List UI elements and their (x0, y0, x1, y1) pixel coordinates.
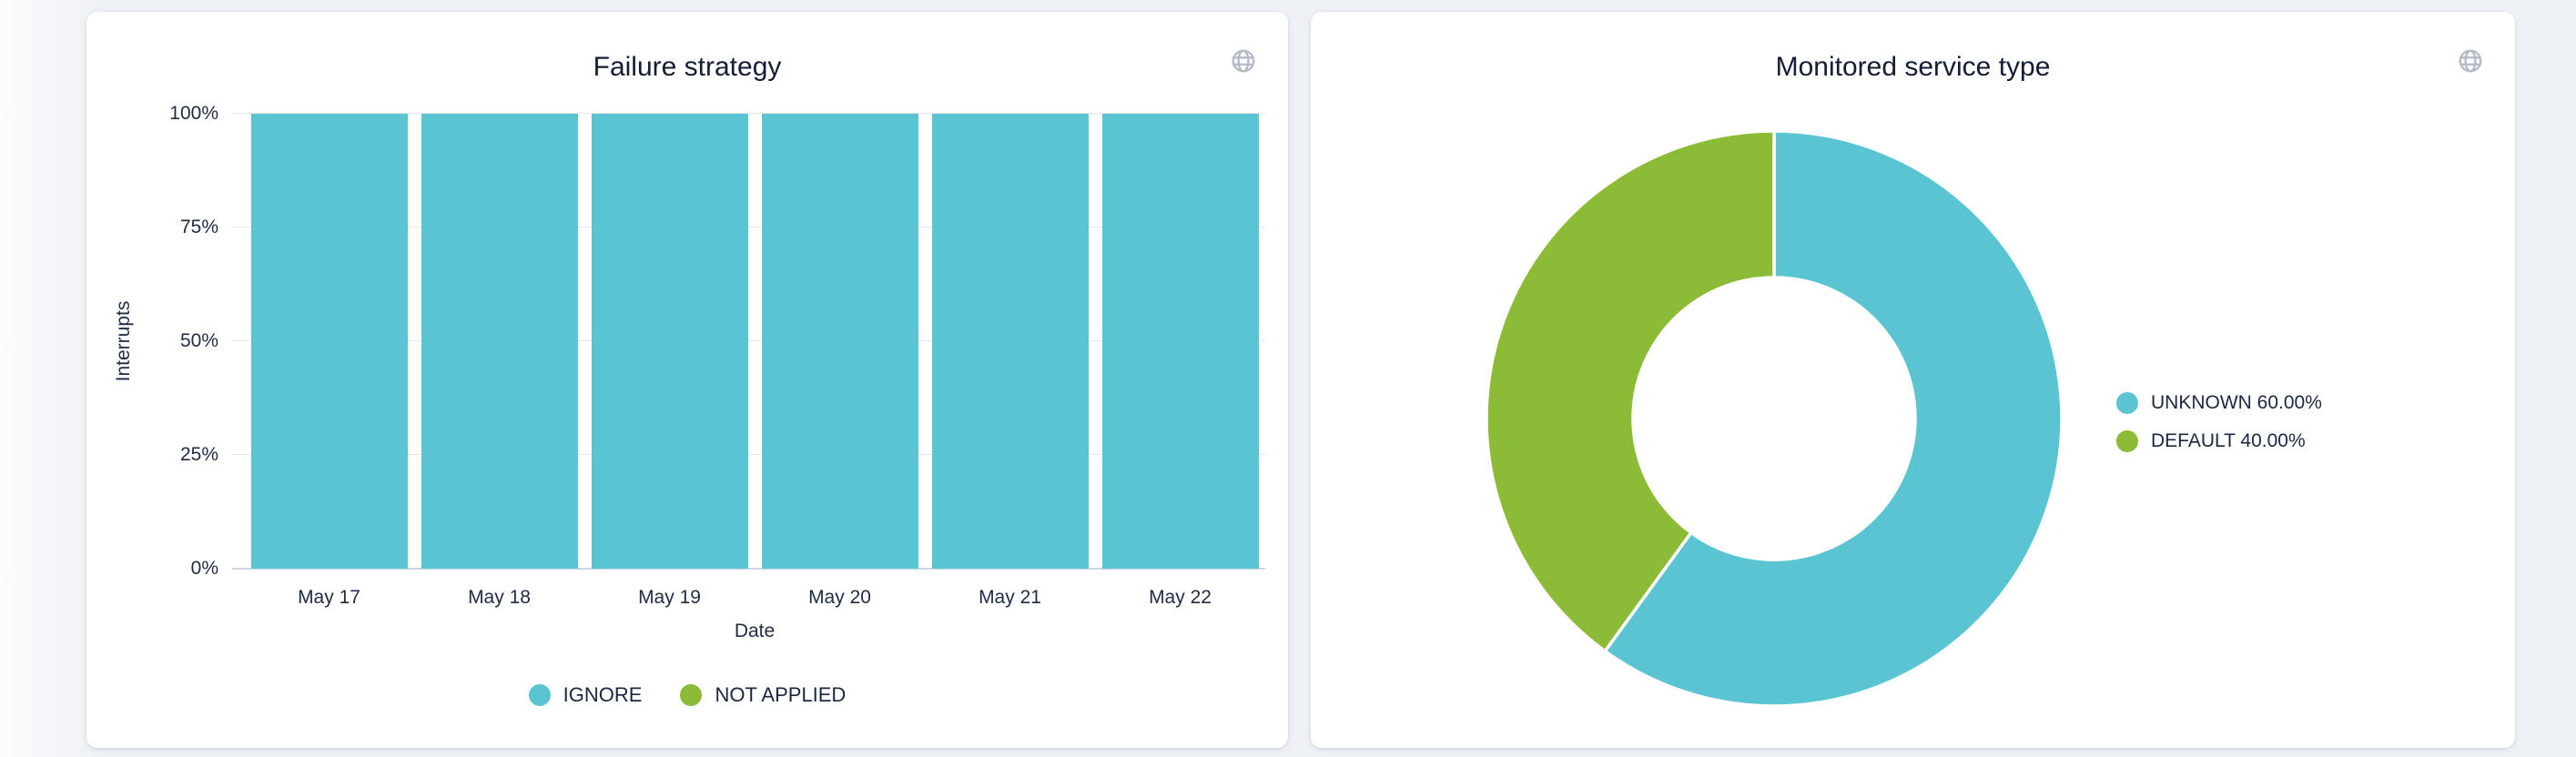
monitored-service-type-card: Monitored service type UNKNOWN 60.00% DEF… (1311, 12, 2515, 748)
gridline-25% (232, 454, 1265, 455)
legend-label: UNKNOWN 60.00% (2151, 392, 2322, 413)
chart-title: Failure strategy (593, 52, 782, 82)
globe-icon[interactable] (2457, 47, 2484, 75)
gridline-50% (232, 340, 1265, 341)
chart-title: Monitored service type (1775, 52, 2051, 82)
gridline-0% (232, 568, 1265, 570)
legend-item-not-applied[interactable]: NOT APPLIED (680, 683, 846, 707)
legend-label: DEFAULT 40.00% (2151, 430, 2306, 451)
y-tick-label-0%: 0% (190, 558, 218, 579)
globe-icon[interactable] (1230, 47, 1257, 75)
x-tick-label-may-21: May 21 (979, 587, 1041, 608)
x-tick-label-may-17: May 17 (298, 587, 360, 608)
legend-dot (2116, 392, 2138, 414)
legend-dot (528, 684, 551, 706)
bar-ignore-may-21[interactable] (931, 114, 1089, 569)
gridline-100% (232, 113, 1265, 114)
failure-strategy-card: Failure strategy Interrupts 0% 25% 50% 75% 1… (86, 12, 1288, 748)
legend-dot (680, 684, 703, 706)
bar-chart-plot (232, 113, 1265, 570)
bar-ignore-may-18[interactable] (421, 114, 578, 569)
donut-chart-legend: UNKNOWN 60.00% DEFAULT 40.00% (2116, 392, 2322, 452)
y-tick-label-100%: 100% (169, 103, 218, 124)
donut-slice-unknown[interactable] (1603, 129, 2064, 708)
bar-ignore-may-19[interactable] (591, 114, 748, 569)
x-axis-ticks: May 17 May 18 May 19 May 20 May 21 May 22 (244, 586, 1265, 610)
legend-label: NOT APPLIED (715, 683, 847, 706)
x-tick-label-may-20: May 20 (808, 587, 871, 608)
legend-item-ignore[interactable]: IGNORE (528, 683, 643, 707)
y-tick-label-25%: 25% (179, 444, 218, 465)
x-axis-title: Date (734, 621, 776, 641)
legend-label: IGNORE (563, 683, 643, 706)
bar-ignore-may-17[interactable] (250, 114, 408, 569)
y-tick-label-50%: 50% (179, 330, 218, 351)
x-tick-label-may-22: May 22 (1149, 587, 1212, 608)
x-tick-label-may-19: May 19 (638, 587, 701, 608)
donut-slice-default[interactable] (1485, 129, 1776, 653)
legend-item-unknown[interactable]: UNKNOWN 60.00% (2116, 392, 2322, 414)
donut-chart (1485, 129, 2064, 708)
x-tick-label-may-18: May 18 (468, 587, 531, 608)
left-edge-gradient (0, 0, 100, 757)
y-axis-ticks: 0% 25% 50% 75% 100% (118, 103, 218, 579)
legend-item-default[interactable]: DEFAULT 40.00% (2116, 430, 2322, 452)
legend-dot (2116, 430, 2138, 452)
y-tick-label-75%: 75% (179, 217, 218, 237)
bar-ignore-may-22[interactable] (1101, 114, 1259, 569)
bar-ignore-may-20[interactable] (761, 114, 918, 569)
bar-chart-legend: IGNORE NOT APPLIED (86, 683, 1288, 707)
